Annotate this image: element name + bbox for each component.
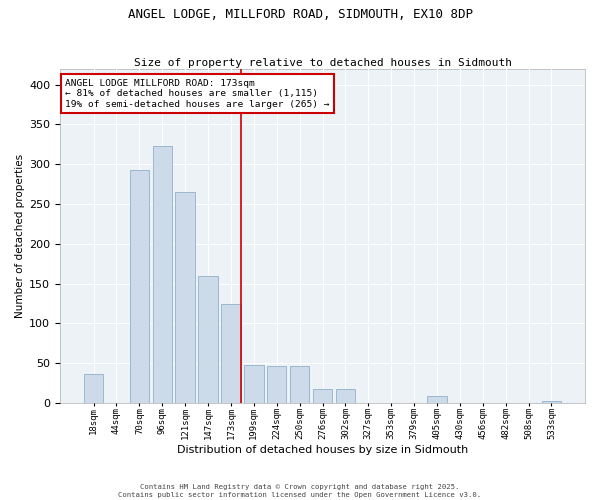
Bar bbox=[175, 192, 195, 403]
Text: ANGEL LODGE, MILLFORD ROAD, SIDMOUTH, EX10 8DP: ANGEL LODGE, MILLFORD ROAD, SIDMOUTH, EX… bbox=[128, 8, 473, 20]
Bar bbox=[199, 276, 218, 403]
Bar bbox=[130, 170, 149, 403]
X-axis label: Distribution of detached houses by size in Sidmouth: Distribution of detached houses by size … bbox=[177, 445, 468, 455]
Bar bbox=[244, 365, 263, 403]
Bar bbox=[267, 366, 286, 403]
Bar bbox=[152, 146, 172, 403]
Bar bbox=[542, 400, 561, 403]
Bar bbox=[427, 396, 446, 403]
Y-axis label: Number of detached properties: Number of detached properties bbox=[15, 154, 25, 318]
Title: Size of property relative to detached houses in Sidmouth: Size of property relative to detached ho… bbox=[134, 58, 512, 68]
Bar bbox=[335, 388, 355, 403]
Bar bbox=[290, 366, 310, 403]
Bar bbox=[313, 388, 332, 403]
Text: ANGEL LODGE MILLFORD ROAD: 173sqm
← 81% of detached houses are smaller (1,115)
1: ANGEL LODGE MILLFORD ROAD: 173sqm ← 81% … bbox=[65, 79, 330, 108]
Bar bbox=[84, 374, 103, 403]
Text: Contains HM Land Registry data © Crown copyright and database right 2025.
Contai: Contains HM Land Registry data © Crown c… bbox=[118, 484, 482, 498]
Bar bbox=[221, 304, 241, 403]
